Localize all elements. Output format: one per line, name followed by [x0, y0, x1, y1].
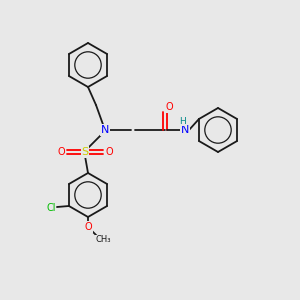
Text: N: N [181, 125, 189, 135]
Text: N: N [101, 125, 109, 135]
Text: S: S [81, 147, 88, 157]
Text: CH₃: CH₃ [95, 236, 111, 244]
Text: O: O [105, 147, 113, 157]
Text: H: H [178, 116, 185, 125]
Text: Cl: Cl [46, 203, 56, 213]
Text: O: O [165, 102, 173, 112]
Text: O: O [84, 222, 92, 232]
Text: O: O [57, 147, 65, 157]
